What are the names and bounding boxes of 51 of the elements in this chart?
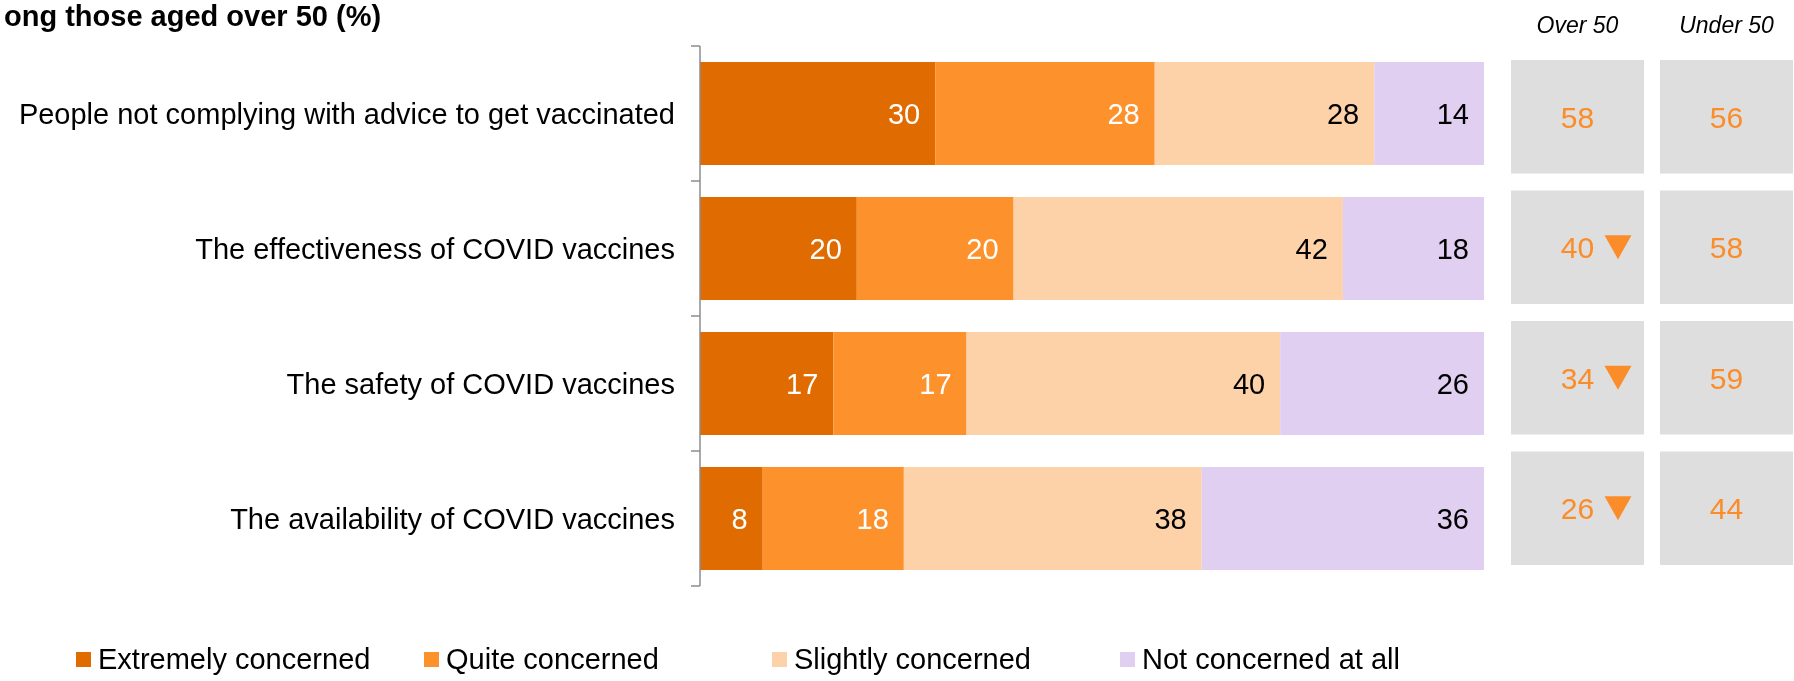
legend-label: Quite concerned <box>446 643 659 675</box>
data-label: 14 <box>1436 97 1469 130</box>
data-label: 38 <box>1154 502 1187 535</box>
y-tick-label: The safety of COVID vaccines <box>286 367 675 400</box>
x-tick-label: Under 50 <box>1679 12 1775 38</box>
data-label: 36 <box>1436 502 1469 535</box>
data-label: 30 <box>887 97 921 130</box>
data-label: 26 <box>1560 491 1595 525</box>
data-label: 18 <box>1436 232 1469 265</box>
bar <box>935 62 1155 165</box>
data-label: 34 <box>1560 361 1595 395</box>
data-label: 58 <box>1709 230 1744 264</box>
data-label: 28 <box>1107 97 1140 130</box>
data-label: 18 <box>856 502 889 535</box>
data-label: 28 <box>1326 97 1360 130</box>
bar <box>700 332 834 435</box>
legend-label: Not concerned at all <box>1142 643 1400 675</box>
bar <box>1280 332 1484 435</box>
bar <box>700 62 936 165</box>
data-label: 17 <box>919 367 952 400</box>
data-label: 58 <box>1560 100 1595 134</box>
bar <box>1374 62 1484 165</box>
y-tick-label: The effectiveness of COVID vaccines <box>195 232 675 265</box>
bar <box>1013 197 1343 300</box>
bar <box>966 332 1281 435</box>
data-label: 44 <box>1709 491 1744 525</box>
data-label: 59 <box>1709 361 1744 395</box>
data-label: 20 <box>966 232 999 265</box>
data-label: 17 <box>786 367 819 400</box>
data-label: 56 <box>1709 100 1744 134</box>
data-label: 40 <box>1560 230 1595 264</box>
bar <box>700 197 857 300</box>
data-label: 8 <box>731 502 748 535</box>
bar <box>856 197 1014 300</box>
bar <box>1201 467 1484 570</box>
bar <box>903 467 1202 570</box>
data-label: 42 <box>1295 232 1328 265</box>
legend-label: Extremely concerned <box>98 643 371 675</box>
bar <box>1154 62 1375 165</box>
text: ong those aged over 50 (%) <box>4 0 382 32</box>
data-label: 40 <box>1232 367 1266 400</box>
bar <box>833 332 967 435</box>
bar <box>1342 197 1484 300</box>
legend-label: Slightly concerned <box>794 643 1031 675</box>
bar <box>762 467 904 570</box>
data-label: 26 <box>1436 367 1469 400</box>
y-tick-label: People not complying with advice to get vaccinated <box>18 97 675 130</box>
data-label: 20 <box>809 232 842 265</box>
x-tick-label: Over 50 <box>1536 12 1619 38</box>
bar <box>700 467 763 570</box>
y-tick-label: The availability of COVID vaccines <box>230 502 675 535</box>
